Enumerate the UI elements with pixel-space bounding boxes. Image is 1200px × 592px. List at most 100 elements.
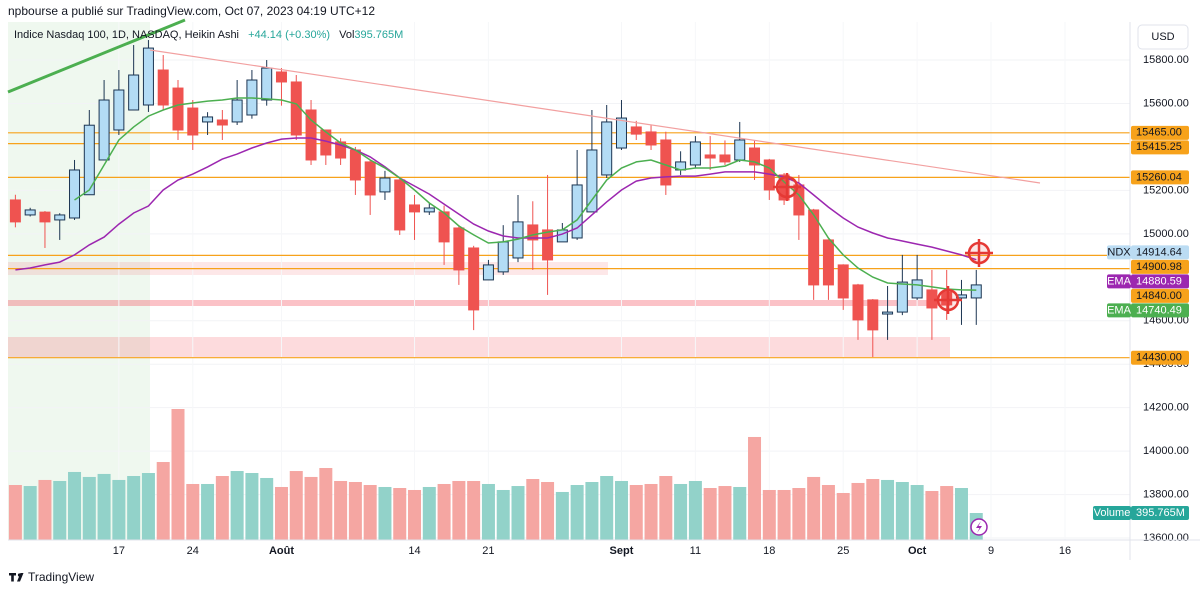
candle-body xyxy=(556,229,568,243)
candle-body xyxy=(69,169,81,219)
candle-body xyxy=(216,119,228,126)
price-label: 15415.25 xyxy=(1136,141,1182,153)
target-icon xyxy=(965,239,993,267)
volume-bar xyxy=(851,482,865,540)
candle-body xyxy=(542,229,554,261)
header: npbourse a publié sur TradingView.com, O… xyxy=(8,4,375,18)
volume-bar xyxy=(866,479,880,540)
price-label: 14914.64 xyxy=(1136,246,1182,258)
price-label-name: NDX xyxy=(1107,246,1131,258)
ema-line xyxy=(74,97,977,291)
candle-body xyxy=(364,161,376,196)
volume-bar xyxy=(570,485,584,540)
pink-zone xyxy=(8,337,950,357)
candle-body xyxy=(379,177,391,193)
x-tick-label: 21 xyxy=(482,545,494,557)
volume-bar xyxy=(112,479,126,540)
price-label-name: EMA xyxy=(1107,275,1132,287)
volume-bar xyxy=(777,489,791,540)
candle-body xyxy=(586,149,598,213)
volume-bar xyxy=(274,486,288,540)
candle-body xyxy=(867,299,879,331)
volume-bar xyxy=(718,486,732,540)
legend-volume-value: 395.765M xyxy=(354,29,403,41)
price-label-box xyxy=(1131,170,1189,185)
candle-body xyxy=(275,71,287,83)
currency-button[interactable] xyxy=(1137,24,1189,50)
volume-bar xyxy=(585,482,599,540)
volume-bar xyxy=(363,485,377,540)
candle-body xyxy=(734,139,746,161)
y-tick-label: 13600.00 xyxy=(1143,532,1189,544)
candle-body xyxy=(497,241,509,273)
candle-body xyxy=(9,199,21,223)
price-label-box xyxy=(1131,125,1189,140)
volume-bar xyxy=(422,486,436,540)
candle-body xyxy=(423,207,435,213)
volume-bar xyxy=(452,480,466,540)
volume-bar xyxy=(186,483,200,540)
candle-body xyxy=(231,99,243,123)
volume-bar xyxy=(821,485,835,540)
candle-body xyxy=(749,147,761,166)
volume-label-box xyxy=(1131,505,1189,520)
logo xyxy=(9,573,24,582)
volume-bar xyxy=(319,468,333,540)
target-icon xyxy=(934,286,962,314)
y-tick-label: 14200.00 xyxy=(1143,402,1189,414)
candle-body xyxy=(24,209,36,216)
candle-body xyxy=(941,291,953,306)
volume-bar xyxy=(541,482,555,540)
candle-body xyxy=(689,141,701,166)
volume-bar xyxy=(836,492,850,540)
y-tick-label: 14000.00 xyxy=(1143,445,1189,457)
volume-bar xyxy=(378,486,392,540)
volume-bar xyxy=(895,482,909,540)
volume-bar xyxy=(659,476,673,540)
price-label-name-box xyxy=(1107,245,1131,260)
plot: 15800.00 15600.00 15200.00 15000.00 14600.00… xyxy=(8,22,1189,557)
volume-bar xyxy=(437,483,451,540)
volume-bar xyxy=(23,486,37,540)
volume-bar xyxy=(629,485,643,540)
candle-body xyxy=(896,281,908,313)
price-label-box xyxy=(1131,140,1189,155)
event-icon[interactable] xyxy=(970,518,988,536)
footer-brand: TradingView xyxy=(28,570,94,584)
price-label-box xyxy=(1131,245,1189,260)
volume-bar xyxy=(97,473,111,540)
candle-body xyxy=(630,126,642,135)
price-label-box xyxy=(1131,288,1189,303)
volume-bar xyxy=(511,486,525,540)
candle-body xyxy=(911,279,923,299)
volume-bar xyxy=(171,409,185,540)
currency[interactable]: USD xyxy=(1151,31,1174,43)
candle-body xyxy=(601,121,613,176)
y-tick-label: 14600.00 xyxy=(1143,315,1189,327)
candle-body xyxy=(645,131,657,146)
volume-bar xyxy=(141,472,155,540)
candle-body xyxy=(660,139,672,186)
candle-body xyxy=(261,67,273,101)
price-label: 15465.00 xyxy=(1136,127,1182,139)
volume-bar xyxy=(82,476,96,540)
x-tick-label: 25 xyxy=(837,545,849,557)
volume-bar xyxy=(881,479,895,540)
volume-bar xyxy=(481,483,495,540)
legend: Indice Nasdaq 100, 1D, NASDAQ, Heikin As… xyxy=(14,29,403,41)
x-tick-label: 16 xyxy=(1059,545,1071,557)
volume-label-box xyxy=(1093,505,1131,520)
candle-body xyxy=(113,89,125,131)
candle-body xyxy=(187,107,199,136)
x-tick-label: 14 xyxy=(408,545,420,557)
volume-bar xyxy=(925,491,939,540)
x-tick-label: Août xyxy=(269,545,294,557)
volume-bar xyxy=(408,489,422,540)
volume-bar xyxy=(215,476,229,540)
candle-body xyxy=(527,224,539,241)
y-tick-label: 15000.00 xyxy=(1143,228,1189,240)
candle-body xyxy=(882,311,894,315)
candle-body xyxy=(468,247,480,311)
